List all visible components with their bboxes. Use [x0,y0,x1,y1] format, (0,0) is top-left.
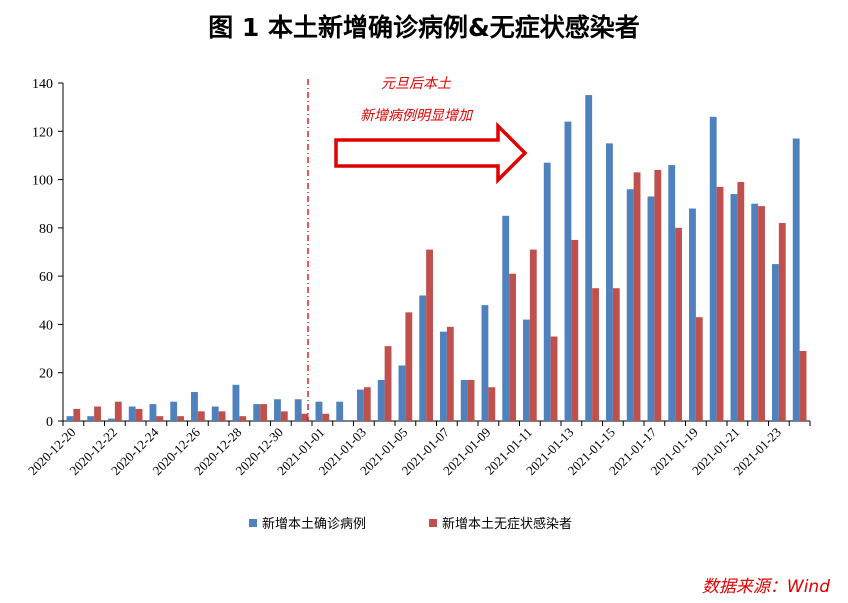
bar-asymptomatic [799,350,807,421]
y-axis: 0 20 40 60 80 100 120 140 [32,77,64,430]
annotation-line-2: 新增病例明显增加 [360,108,474,124]
bar-confirmed [66,416,74,421]
bar-asymptomatic [94,406,101,421]
bar-asymptomatic [301,413,309,421]
y-tick-label: 120 [32,125,53,140]
bar-confirmed [585,95,593,422]
bar-confirmed [543,162,551,421]
y-tick-label: 140 [32,77,53,92]
bar-confirmed [170,401,178,421]
bar-asymptomatic [426,249,433,421]
bar-confirmed [668,165,676,421]
bar-asymptomatic [633,172,641,421]
bar-asymptomatic [488,387,496,421]
bar-asymptomatic [73,408,81,421]
bar-confirmed [523,319,530,421]
y-tick-label: 80 [39,222,53,237]
bar-confirmed [606,143,613,421]
legend-asymptomatic-swatch [429,519,437,527]
y-tick-label: 100 [32,174,53,189]
x-axis: 2020-12-202020-12-222020-12-242020-12-26… [25,420,811,478]
bar-asymptomatic [260,404,267,421]
bar-confirmed [460,379,468,421]
legend-confirmed-label: 新增本土确诊病例 [262,516,366,532]
bar-asymptomatic [612,288,620,421]
bar-confirmed [128,406,136,421]
bar-asymptomatic [177,416,184,421]
bar-confirmed [647,196,655,421]
bar-confirmed [191,392,198,421]
legend: 新增本土确诊病例 新增本土无症状感染者 [249,516,572,532]
bar-asymptomatic [778,223,786,421]
bar-confirmed [253,404,261,421]
bar-asymptomatic [592,288,599,421]
bar-asymptomatic [509,273,516,421]
bar-confirmed [440,331,447,421]
bar-confirmed [398,365,406,421]
bar-asymptomatic [239,416,247,421]
legend-confirmed-swatch [249,519,257,527]
arrow-icon [334,121,528,185]
bar-confirmed [502,215,510,421]
bar-confirmed [274,399,281,421]
y-tick-label: 60 [39,270,53,285]
bar-asymptomatic [384,346,392,421]
bar-asymptomatic [467,379,475,421]
bar-asymptomatic [197,411,205,421]
annotation-line-1: 元旦后本土 [381,76,452,92]
bar-confirmed [108,418,115,421]
bar-asymptomatic [716,186,724,421]
bar-asymptomatic [529,249,537,421]
bars [66,95,807,422]
bar-confirmed [377,379,385,421]
bar-asymptomatic [363,387,371,421]
bar-asymptomatic [218,411,226,421]
bar-asymptomatic [446,326,454,421]
bar-asymptomatic [695,317,703,421]
bar-confirmed [709,116,717,422]
bar-asymptomatic [322,413,330,421]
bar-confirmed [211,406,219,421]
bar-asymptomatic [675,227,682,421]
bar-confirmed [751,203,759,421]
bar-confirmed [357,389,364,421]
bar-confirmed [315,401,323,421]
bar-asymptomatic [280,411,288,421]
bar-confirmed [772,264,779,421]
bar-asymptomatic [114,401,122,421]
bar-confirmed [149,404,157,421]
bar-confirmed [232,384,240,421]
bar-confirmed [564,121,572,421]
bar-asymptomatic [737,181,745,421]
chart-title: 图 1 本土新增确诊病例&无症状感染者 [208,13,640,42]
source-note: 数据来源：Wind [701,577,830,597]
bar-asymptomatic [654,169,662,421]
bar-asymptomatic [550,336,558,421]
bar-confirmed [419,295,427,421]
bar-confirmed [730,194,738,421]
bar-confirmed [336,401,344,421]
bar-asymptomatic [156,416,164,421]
y-tick-label: 0 [46,415,53,430]
bar-confirmed [689,208,696,421]
legend-asymptomatic-label: 新增本土无症状感染者 [442,516,572,532]
bar-confirmed [481,305,489,421]
bar-confirmed [294,399,302,421]
bar-asymptomatic [405,312,413,421]
bar-confirmed [626,189,634,421]
y-tick-label: 40 [39,318,53,333]
bar-confirmed [87,416,95,421]
bar-asymptomatic [571,239,579,421]
bar-asymptomatic [135,408,143,421]
bar-confirmed [792,138,800,421]
bar-asymptomatic [758,206,765,421]
y-tick-label: 20 [39,367,53,382]
